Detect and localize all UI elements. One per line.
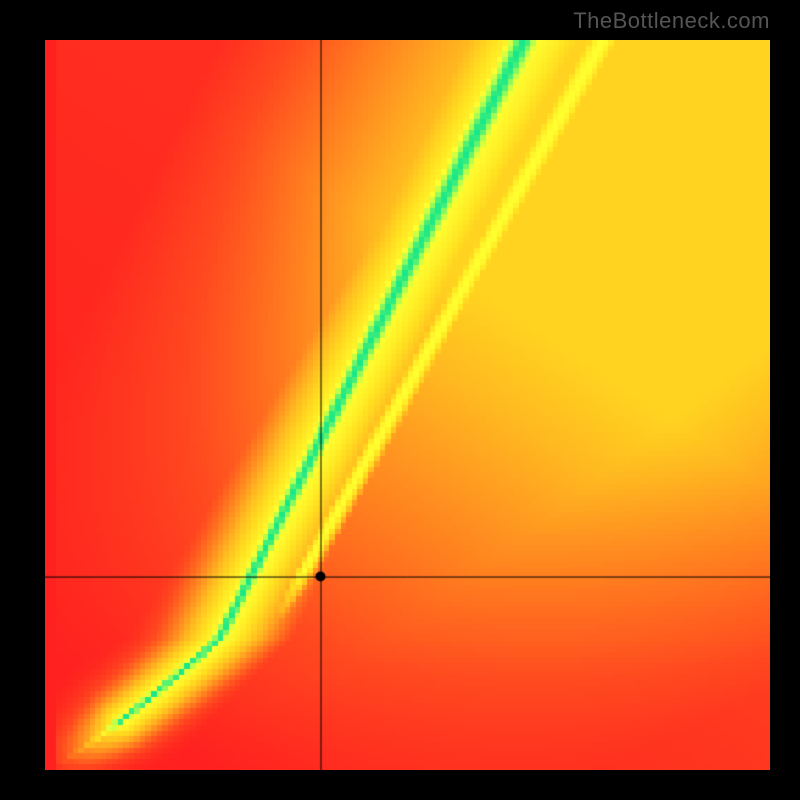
bottleneck-heatmap [45, 40, 770, 770]
watermark-text: TheBottleneck.com [573, 8, 770, 34]
